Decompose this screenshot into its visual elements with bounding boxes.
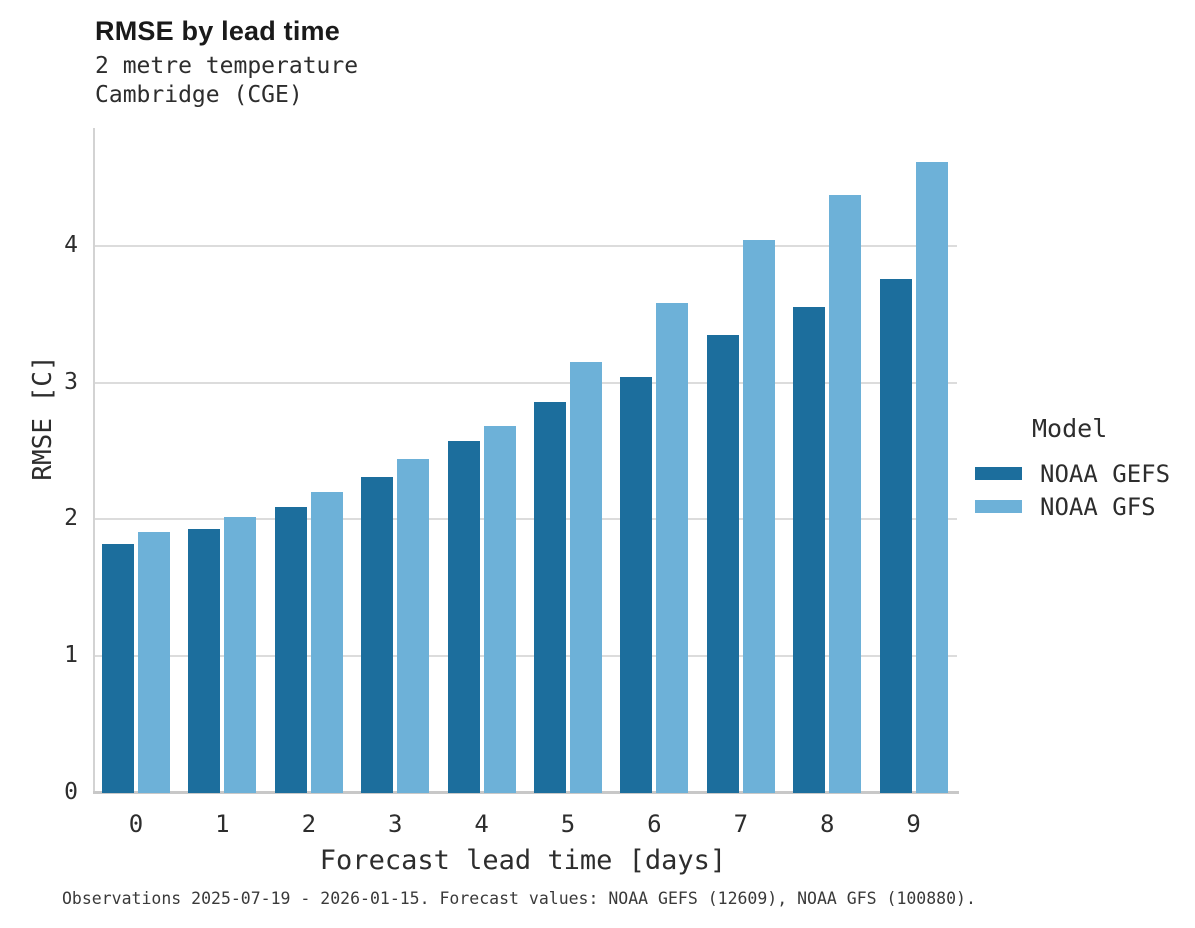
- x-tick-label-6: 6: [647, 810, 662, 838]
- bar-noaa-gefs-lead-0: [102, 543, 134, 793]
- bar-noaa-gefs-lead-2: [274, 507, 307, 793]
- legend-label: NOAA GFS: [1040, 492, 1156, 521]
- legend-title: Model: [1032, 414, 1108, 443]
- bar-noaa-gfs-lead-3: [397, 459, 430, 793]
- bar-noaa-gefs-lead-6: [620, 377, 653, 793]
- x-tick-label-1: 1: [215, 810, 230, 838]
- bar-noaa-gefs-lead-8: [793, 307, 826, 793]
- bar-noaa-gfs-lead-2: [310, 491, 343, 793]
- bar-noaa-gfs-lead-6: [656, 303, 689, 793]
- x-axis-line: [93, 791, 959, 794]
- chart-title: RMSE by lead time: [95, 16, 340, 46]
- chart-subtitle-station: Cambridge (CGE): [95, 82, 303, 108]
- y-tick-label-3: 3: [64, 368, 78, 395]
- bar-noaa-gefs-lead-9: [879, 278, 912, 793]
- chart-subtitle-variable: 2 metre temperature: [95, 53, 359, 79]
- x-tick-label-8: 8: [819, 810, 835, 838]
- x-tick-label-5: 5: [560, 810, 576, 838]
- x-tick-label-7: 7: [733, 810, 749, 838]
- legend-entry-noaa-gefs: NOAA GEFS: [975, 457, 1190, 490]
- legend-entry-noaa-gfs: NOAA GFS: [975, 490, 1190, 523]
- x-tick-label-2: 2: [301, 810, 317, 838]
- gridline-y-4: [93, 244, 957, 247]
- y-tick-label-1: 1: [64, 642, 78, 669]
- x-tick-label-3: 3: [387, 810, 403, 838]
- legend-swatch: [975, 467, 1022, 480]
- x-tick-label-9: 9: [906, 810, 921, 838]
- bar-noaa-gfs-lead-7: [742, 240, 775, 793]
- x-tick-label-4: 4: [474, 810, 489, 838]
- y-tick-label-2: 2: [64, 505, 78, 532]
- legend-label: NOAA GEFS: [1040, 459, 1171, 488]
- bar-noaa-gefs-lead-1: [188, 528, 221, 793]
- caption: Observations 2025-07-19 - 2026-01-15. Fo…: [62, 889, 976, 908]
- y-axis-line: [93, 128, 95, 793]
- legend: Model NOAA GEFS NOAA GFS: [975, 414, 1190, 523]
- gridline-y-1: [93, 655, 957, 658]
- gridline-y-2: [93, 518, 957, 521]
- y-axis-title: RMSE [C]: [28, 355, 58, 481]
- bar-noaa-gfs-lead-1: [224, 516, 257, 793]
- y-tick-label-0: 0: [64, 779, 78, 805]
- legend-swatch: [975, 500, 1022, 513]
- y-tick-label-4: 4: [64, 231, 78, 258]
- bar-noaa-gfs-lead-0: [138, 531, 170, 793]
- bar-noaa-gfs-lead-4: [483, 426, 516, 793]
- x-axis-title: Forecast lead time [days]: [319, 845, 727, 876]
- bar-noaa-gfs-lead-8: [829, 195, 862, 793]
- legend-entries: NOAA GEFS NOAA GFS: [975, 457, 1190, 523]
- bar-noaa-gefs-lead-7: [706, 334, 739, 793]
- bar-noaa-gfs-lead-5: [570, 361, 602, 793]
- x-tick-label-0: 0: [128, 810, 144, 838]
- bar-noaa-gfs-lead-9: [915, 162, 948, 793]
- bar-noaa-gefs-lead-3: [361, 476, 394, 793]
- bar-noaa-gefs-lead-5: [534, 401, 566, 793]
- gridline-y-3: [93, 381, 957, 384]
- bar-noaa-gefs-lead-4: [447, 441, 480, 793]
